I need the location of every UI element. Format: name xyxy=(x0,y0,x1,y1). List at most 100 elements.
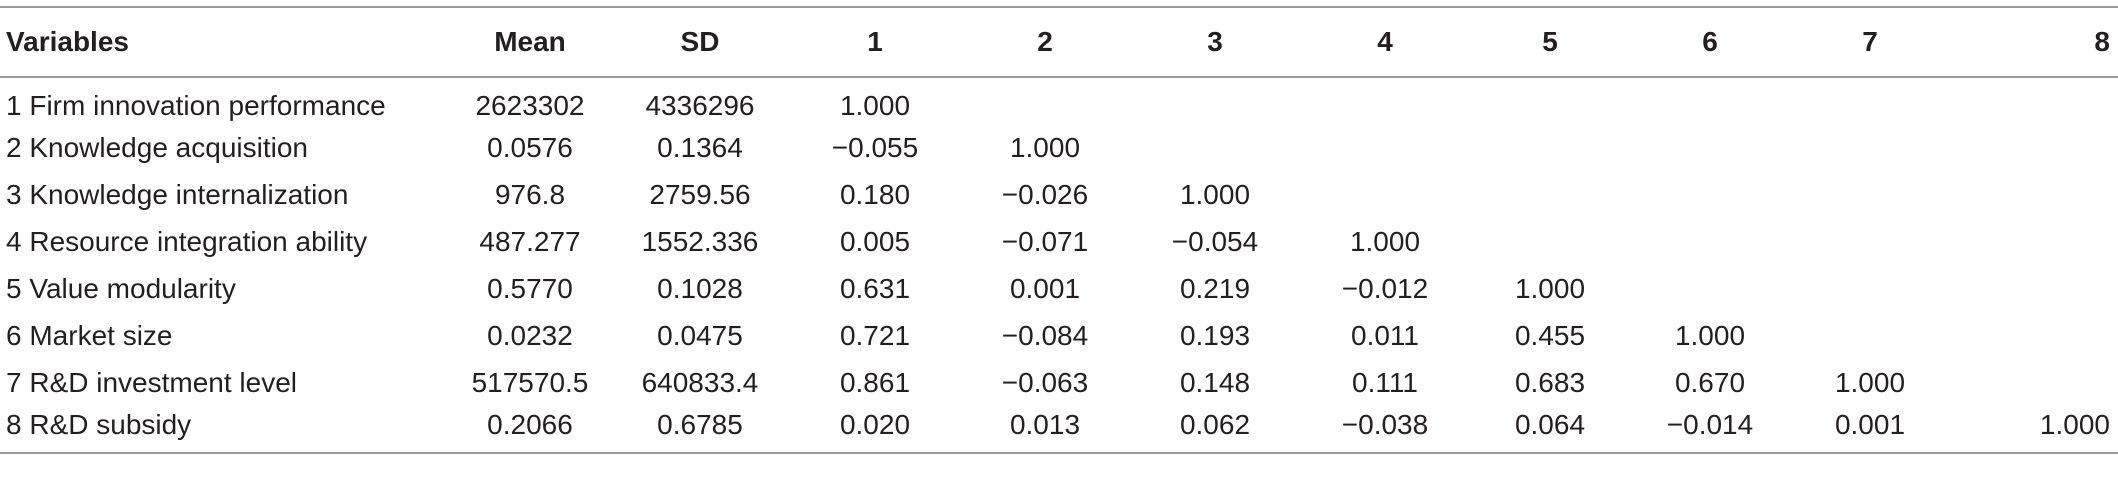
header-mean: Mean xyxy=(450,6,610,78)
correlation-cell: −0.012 xyxy=(1341,272,1429,304)
correlation-cell xyxy=(1300,171,1470,218)
mean-value: 2623302 xyxy=(475,90,585,121)
correlation-cell: −0.014 xyxy=(1630,406,1790,454)
correlation-cell xyxy=(1950,265,2118,312)
correlation-cell: 0.062 xyxy=(1130,406,1300,454)
sd-value: 0.6785 xyxy=(610,406,790,454)
mean-value: 976.8 xyxy=(494,178,566,210)
sd-value: 1552.336 xyxy=(641,225,759,257)
header-variables: Variables xyxy=(0,6,450,78)
mean-value: 0.0576 xyxy=(487,131,573,163)
sd-value: 640833.4 xyxy=(641,366,759,398)
header-row: Variables Mean SD 1 2 3 4 5 6 7 8 xyxy=(0,6,2118,78)
correlation-table: Variables Mean SD 1 2 3 4 5 6 7 8 1 Firm… xyxy=(0,6,2118,454)
correlation-cell xyxy=(1130,77,1300,124)
correlation-cell: −0.063 xyxy=(1001,366,1089,398)
correlation-cell: 0.001 xyxy=(1009,272,1081,304)
mean-value: 487.277 xyxy=(479,225,581,257)
correlation-cell: 1.000 xyxy=(1834,366,1906,398)
correlation-cell: 0.148 xyxy=(1179,366,1251,398)
correlation-cell xyxy=(1630,171,1790,218)
correlation-cell xyxy=(1470,77,1630,124)
correlation-cell: 0.219 xyxy=(1179,272,1251,304)
correlation-table-container: Variables Mean SD 1 2 3 4 5 6 7 8 1 Firm… xyxy=(0,6,2118,454)
correlation-cell: 1.000 xyxy=(1349,225,1421,257)
correlation-cell xyxy=(1470,171,1630,218)
correlation-cell xyxy=(1790,218,1950,265)
correlation-cell: 1.000 xyxy=(1009,131,1081,163)
header-col-5: 5 xyxy=(1470,6,1630,78)
table-row: 8 R&D subsidy 0.2066 0.6785 0.020 0.013 … xyxy=(0,406,2118,454)
sd-value: 0.1364 xyxy=(657,131,743,163)
header-col-1: 1 xyxy=(790,6,960,78)
correlation-cell xyxy=(1630,265,1790,312)
correlation-cell: 1.000 xyxy=(1950,406,2118,454)
correlation-cell xyxy=(960,77,1130,124)
sd-value: 0.1028 xyxy=(657,272,743,304)
header-col-8: 8 xyxy=(1950,6,2118,78)
correlation-cell: −0.054 xyxy=(1171,225,1259,257)
variable-name: 3 Knowledge internalization xyxy=(6,178,349,210)
correlation-cell: 0.020 xyxy=(790,406,960,454)
correlation-cell: 0.721 xyxy=(839,319,911,351)
correlation-cell: −0.038 xyxy=(1300,406,1470,454)
mean-value: 517570.5 xyxy=(471,366,589,398)
correlation-cell: 0.861 xyxy=(839,366,911,398)
mean-value: 0.5770 xyxy=(487,272,573,304)
correlation-cell: 1.000 xyxy=(839,90,911,121)
correlation-cell: 0.013 xyxy=(960,406,1130,454)
correlation-cell xyxy=(1950,359,2118,406)
table-row: 1 Firm innovation performance 2623302 43… xyxy=(0,77,2118,124)
table-row: 6 Market size 0.0232 0.0475 0.721 −0.084… xyxy=(0,312,2118,359)
correlation-cell xyxy=(1470,218,1630,265)
variable-name: 1 Firm innovation performance xyxy=(6,90,386,121)
correlation-cell xyxy=(1950,218,2118,265)
table-row: 5 Value modularity 0.5770 0.1028 0.631 0… xyxy=(0,265,2118,312)
header-col-7: 7 xyxy=(1790,6,1950,78)
correlation-cell: −0.026 xyxy=(1001,178,1089,210)
correlation-cell: 0.111 xyxy=(1352,366,1418,398)
variable-name: 6 Market size xyxy=(6,319,173,351)
correlation-cell: 0.631 xyxy=(839,272,911,304)
table-row: 2 Knowledge acquisition 0.0576 0.1364 −0… xyxy=(0,124,2118,171)
correlation-cell: 0.455 xyxy=(1514,319,1586,351)
correlation-cell xyxy=(1950,124,2118,171)
correlation-cell: 0.011 xyxy=(1351,319,1419,351)
variable-name: 4 Resource integration ability xyxy=(6,225,368,257)
correlation-cell: 0.683 xyxy=(1514,366,1586,398)
correlation-cell: −0.055 xyxy=(831,131,919,163)
variable-name: 8 R&D subsidy xyxy=(0,406,450,454)
header-col-6: 6 xyxy=(1630,6,1790,78)
correlation-cell xyxy=(1790,265,1950,312)
correlation-cell xyxy=(1630,218,1790,265)
correlation-cell: 0.193 xyxy=(1179,319,1251,351)
correlation-cell xyxy=(1950,312,2118,359)
correlation-cell xyxy=(1630,77,1790,124)
mean-value: 0.2066 xyxy=(450,406,610,454)
correlation-cell: 0.064 xyxy=(1470,406,1630,454)
correlation-cell: 1.000 xyxy=(1514,272,1586,304)
correlation-cell: 1.000 xyxy=(1674,319,1746,351)
correlation-cell: 1.000 xyxy=(1179,178,1251,210)
sd-value: 0.0475 xyxy=(657,319,743,351)
correlation-cell: 0.670 xyxy=(1674,366,1746,398)
correlation-cell xyxy=(1790,312,1950,359)
header-col-3: 3 xyxy=(1130,6,1300,78)
correlation-cell xyxy=(1790,171,1950,218)
correlation-cell xyxy=(1300,124,1470,171)
variable-name: 7 R&D investment level xyxy=(6,366,298,398)
correlation-cell xyxy=(1790,124,1950,171)
header-col-4: 4 xyxy=(1300,6,1470,78)
sd-value: 4336296 xyxy=(645,90,755,121)
sd-value: 2759.56 xyxy=(649,178,751,210)
correlation-cell xyxy=(1950,171,2118,218)
correlation-cell xyxy=(1300,77,1470,124)
correlation-cell: 0.001 xyxy=(1790,406,1950,454)
header-sd: SD xyxy=(610,6,790,78)
correlation-cell xyxy=(1630,124,1790,171)
correlation-cell xyxy=(1950,77,2118,124)
table-row: 3 Knowledge internalization 976.8 2759.5… xyxy=(0,171,2118,218)
table-row: 4 Resource integration ability 487.277 1… xyxy=(0,218,2118,265)
table-row: 7 R&D investment level 517570.5 640833.4… xyxy=(0,359,2118,406)
correlation-cell xyxy=(1470,124,1630,171)
